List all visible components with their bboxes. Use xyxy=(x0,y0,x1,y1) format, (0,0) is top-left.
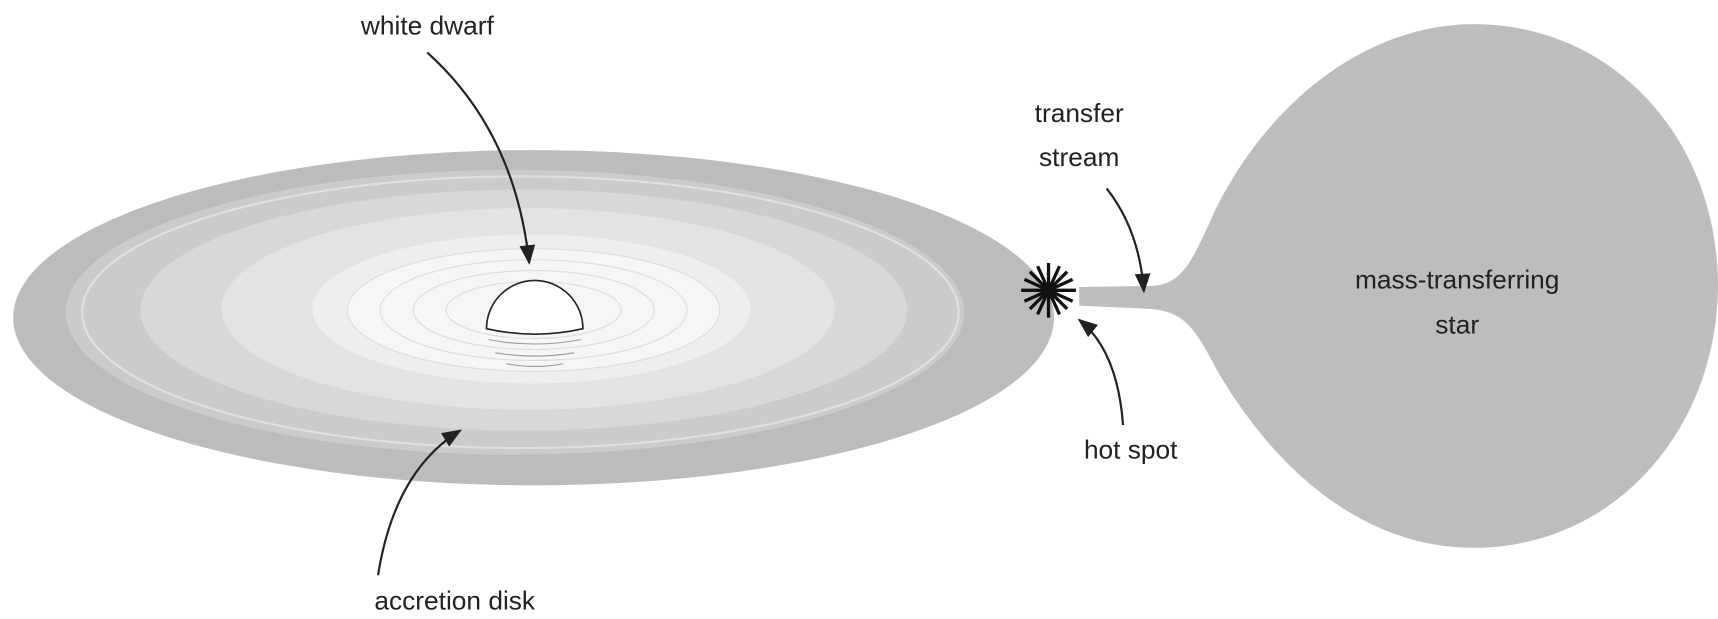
arrow xyxy=(426,51,536,265)
star-label: star xyxy=(1435,309,1479,339)
arrow xyxy=(376,429,462,576)
transfer-stream-label: stream xyxy=(1039,142,1119,172)
accretion-disk-shape xyxy=(13,150,1055,486)
accretion-disk-label: accretion disk xyxy=(374,586,536,616)
arrow xyxy=(1077,318,1125,426)
arrow xyxy=(1105,187,1151,294)
hot-spot-label: hot spot xyxy=(1084,434,1178,464)
white-dwarf-shape xyxy=(485,279,584,368)
star-label: mass-transferring xyxy=(1355,265,1559,295)
mass-transferring-star-shape xyxy=(1079,24,1718,548)
white-dwarf-label: white dwarf xyxy=(360,10,495,40)
hot-spot-shape xyxy=(1021,262,1076,318)
transfer-stream-label: transfer xyxy=(1035,98,1124,128)
